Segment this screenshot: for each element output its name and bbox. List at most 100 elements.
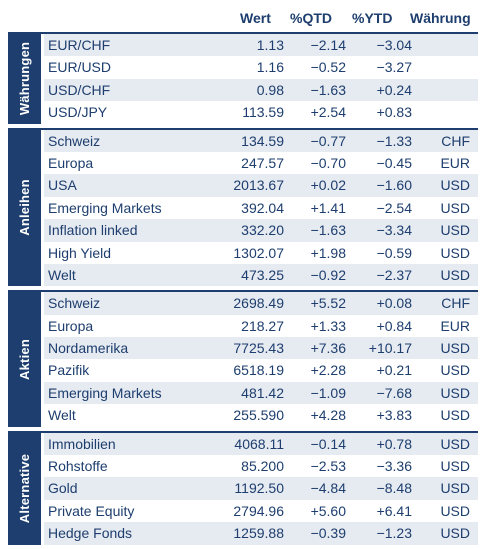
row-wert: 255.590 — [233, 407, 284, 424]
row-wert: 473.25 — [241, 266, 284, 283]
row-wert: 247.57 — [241, 154, 284, 171]
row-currency: USD — [440, 362, 470, 379]
table-row: Private Equity 2794.96 +5.60 +6.41 USD — [44, 500, 478, 522]
group-label: Aktien — [8, 292, 41, 427]
table-body: Währungen EUR/CHF 1.13 −2.14 −3.04 EUR/USD 1.1… — [8, 32, 478, 549]
header-ytd: %YTD — [352, 10, 393, 26]
table-row: High Yield 1302.07 +1.98 −0.59 USD — [44, 242, 478, 264]
row-wert: 332.20 — [241, 222, 284, 239]
table-row: Emerging Markets 392.04 +1.41 −2.54 USD — [44, 197, 478, 219]
row-qtd: −0.70 — [310, 154, 346, 171]
row-ytd: −2.54 — [376, 199, 412, 216]
row-ytd: −7.68 — [376, 384, 412, 401]
row-name: Schweiz — [48, 295, 101, 312]
row-wert: 2013.67 — [233, 177, 284, 194]
table-row: Inflation linked 332.20 −1.63 −3.34 USD — [44, 219, 478, 242]
row-wert: 113.59 — [242, 104, 284, 121]
row-qtd: +2.54 — [310, 104, 346, 121]
row-currency: USD — [440, 222, 470, 239]
row-name: Private Equity — [48, 502, 135, 519]
row-currency: USD — [440, 177, 470, 194]
row-name: Nordamerika — [48, 340, 129, 357]
row-name: USD/JPY — [48, 104, 108, 121]
row-name: Emerging Markets — [48, 199, 162, 216]
row-wert: 218.27 — [241, 317, 284, 334]
group-label-text: Anleihen — [17, 179, 32, 237]
row-name: Europa — [48, 317, 94, 334]
table-row: EUR/USD 1.16 −0.52 −3.27 — [44, 56, 478, 78]
group-rows: EUR/CHF 1.13 −2.14 −3.04 EUR/USD 1.16 −0.52 −3.… — [44, 34, 478, 124]
row-wert: 1302.07 — [233, 244, 284, 261]
row-wert: 7725.43 — [233, 340, 284, 357]
row-qtd: +4.28 — [310, 407, 346, 424]
row-qtd: −2.14 — [310, 37, 346, 53]
row-qtd: −0.92 — [310, 266, 346, 283]
row-name: EUR/USD — [48, 59, 112, 76]
group-rows: Schweiz 2698.49 +5.52 +0.08 CHF Europa 218.27 +… — [44, 292, 478, 426]
row-ytd: +6.41 — [376, 502, 412, 519]
table-row: Schweiz 134.59 −0.77 −1.33 CHF — [44, 129, 478, 152]
row-name: Welt — [48, 266, 76, 283]
row-name: High Yield — [48, 244, 112, 261]
table-row: Gold 1192.50 −4.84 −8.48 USD — [44, 477, 478, 500]
row-qtd: +5.60 — [310, 502, 346, 519]
row-wert: 2794.96 — [233, 502, 284, 519]
row-currency: USD — [440, 340, 470, 357]
row-qtd: −1.09 — [310, 384, 346, 401]
group-label: Alternative — [8, 432, 41, 545]
table-row: Schweiz 2698.49 +5.52 +0.08 CHF — [44, 292, 478, 315]
row-name: USA — [48, 177, 77, 194]
row-currency: USD — [440, 266, 470, 283]
table-row: Rohstoffe 85.200 −2.53 −3.36 USD — [44, 455, 478, 477]
table-row: Europa 247.57 −0.70 −0.45 EUR — [44, 152, 478, 174]
table-row: USD/CHF 0.98 −1.63 +0.24 — [44, 78, 478, 102]
row-name: Rohstoffe — [48, 458, 108, 475]
row-name: Inflation linked — [48, 222, 138, 239]
market-table: Wert %QTD %YTD Währung Währungen EUR/CHF 1… — [8, 10, 478, 545]
row-qtd: −2.53 — [310, 458, 346, 475]
row-currency: EUR — [440, 317, 470, 334]
row-name: USD/CHF — [48, 81, 111, 98]
group-label: Anleihen — [8, 129, 41, 287]
table-row: USA 2013.67 +0.02 −1.60 USD — [44, 174, 478, 197]
row-name: Schweiz — [48, 132, 101, 149]
row-wert: 1192.50 — [234, 480, 284, 497]
table-row: Welt 255.590 +4.28 +3.83 USD — [44, 404, 478, 426]
row-name: Welt — [48, 407, 76, 424]
row-ytd: −3.27 — [376, 59, 412, 76]
row-ytd: +0.84 — [376, 317, 412, 334]
row-currency: USD — [440, 435, 470, 452]
row-ytd: −0.59 — [376, 244, 412, 261]
group-section: Währungen EUR/CHF 1.13 −2.14 −3.04 EUR/USD 1.1… — [8, 32, 478, 124]
group-label: Währungen — [8, 34, 41, 124]
row-ytd: −3.36 — [376, 458, 412, 475]
table-row: USD/JPY 113.59 +2.54 +0.83 — [44, 101, 478, 123]
row-currency: USD — [440, 458, 470, 475]
row-wert: 1.13 — [256, 37, 284, 53]
header-qtd: %QTD — [290, 10, 332, 26]
table-row: Welt 473.25 −0.92 −2.37 USD — [44, 263, 478, 287]
row-ytd: −1.23 — [376, 525, 412, 542]
row-currency: USD — [440, 525, 470, 542]
row-currency: USD — [440, 502, 470, 519]
row-name: Hedge Fonds — [48, 525, 133, 542]
row-wert: 481.42 — [241, 384, 284, 401]
group-label-text: Alternative — [17, 453, 33, 524]
row-name: Immobilien — [48, 435, 116, 452]
row-wert: 392.04 — [241, 199, 284, 216]
row-qtd: −0.77 — [310, 132, 346, 149]
row-ytd: −2.37 — [376, 266, 412, 283]
row-wert: 4068.11 — [234, 435, 284, 452]
row-ytd: +0.08 — [376, 295, 412, 312]
row-qtd: −4.84 — [310, 480, 346, 497]
row-wert: 1.16 — [256, 59, 284, 76]
row-currency: EUR — [440, 154, 470, 171]
row-wert: 134.59 — [241, 132, 284, 149]
table-row: Immobilien 4068.11 −0.14 +0.78 USD — [44, 432, 478, 456]
table-row: EUR/CHF 1.13 −2.14 −3.04 — [44, 34, 478, 57]
row-ytd: +10.17 — [368, 340, 412, 357]
row-name: Pazifik — [48, 362, 90, 379]
row-wert: 0.98 — [256, 81, 284, 98]
row-wert: 85.200 — [241, 458, 284, 475]
row-qtd: +5.52 — [310, 295, 346, 312]
